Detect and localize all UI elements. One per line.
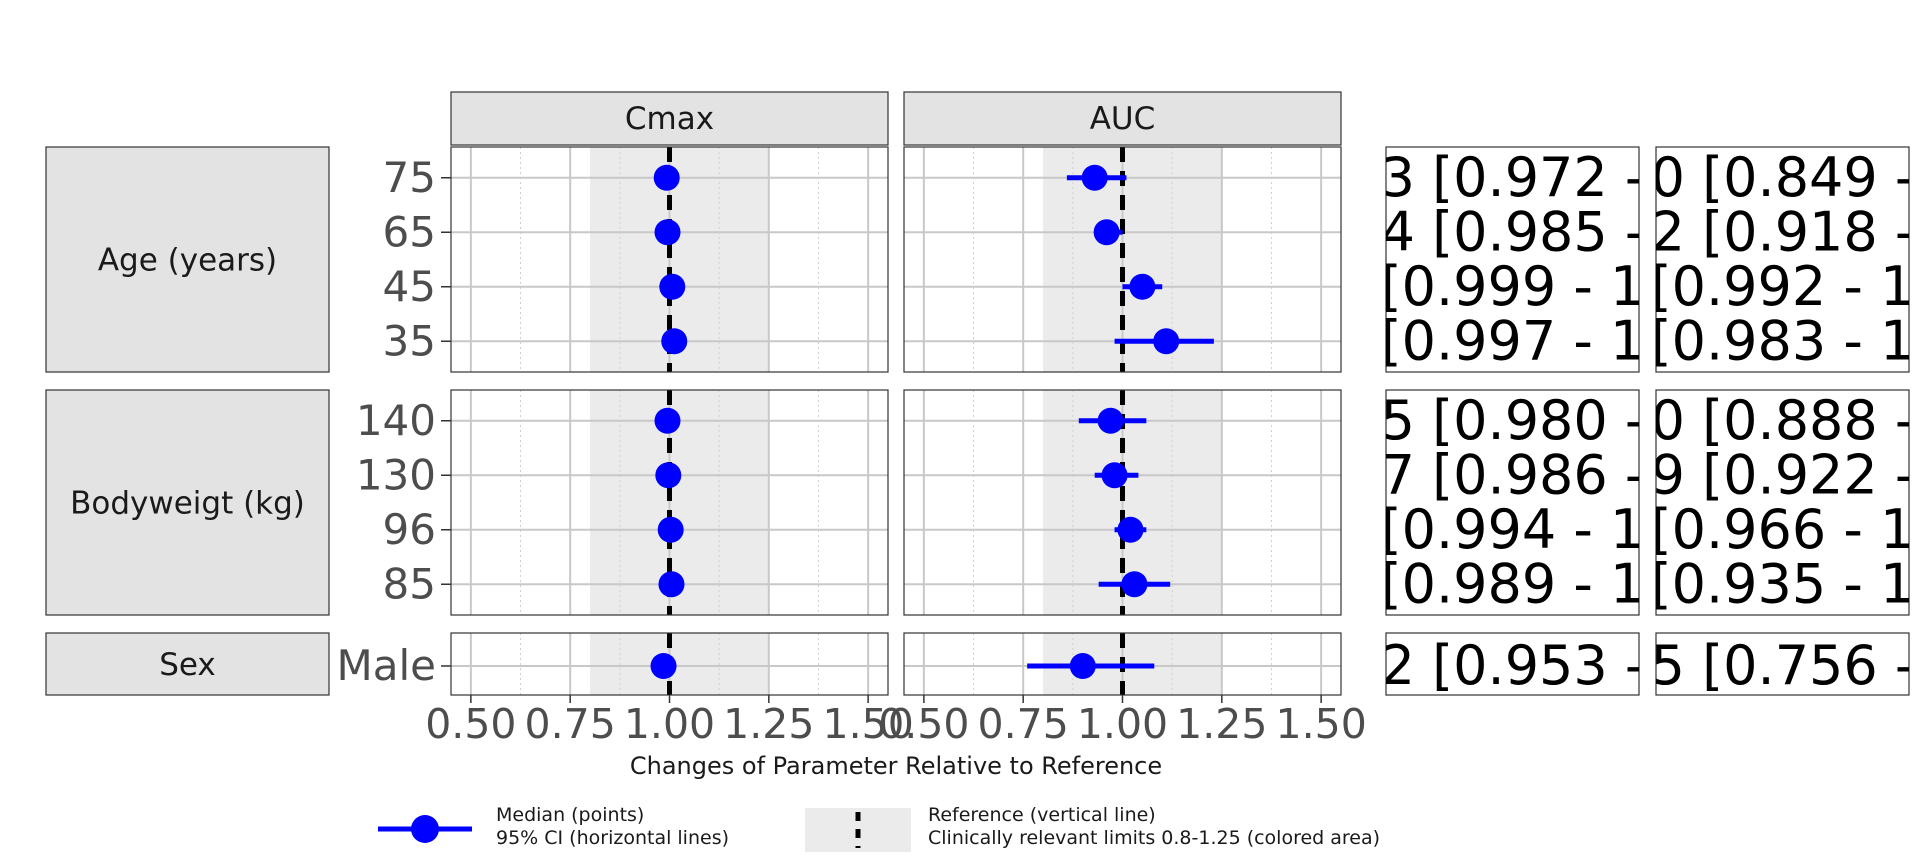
- legend-reference-label: Reference (vertical line): [928, 804, 1156, 826]
- legend-limits-label: Clinically relevant limits 0.8-1.25 (col…: [928, 827, 1381, 849]
- median-point: [1153, 328, 1180, 355]
- row-label: 96: [383, 505, 436, 554]
- table-value: [0.935 - 1: [1651, 552, 1915, 615]
- x-tick-label: 1.25: [723, 700, 814, 748]
- table-cell-box: [1655, 389, 1910, 616]
- x-axis-title: Changes of Parameter Relative to Referen…: [630, 752, 1162, 780]
- table-value: [0.989 - 1: [1381, 552, 1645, 615]
- legend-point-key: [378, 815, 472, 843]
- row-label: 130: [356, 450, 436, 499]
- table-value: [0.994 - 1: [1381, 498, 1645, 561]
- panel-border: [903, 389, 1342, 616]
- clinical-limits-band: [1043, 147, 1222, 372]
- table-value: [0.992 - 1: [1651, 255, 1915, 318]
- legend-reference-key: [805, 808, 911, 852]
- median-point: [1097, 407, 1124, 434]
- panel-border: [903, 146, 1342, 373]
- median-point: [650, 653, 677, 679]
- table-value: [0.999 - 1: [1381, 255, 1645, 318]
- clinical-limits-band: [590, 633, 769, 695]
- median-point: [1101, 462, 1128, 489]
- median-point: [658, 571, 685, 598]
- median-point: [661, 328, 688, 355]
- facet-label: Sex: [159, 647, 216, 683]
- row-label: 45: [383, 262, 436, 311]
- x-tick-label: 1.50: [822, 700, 913, 748]
- table-value: 0 [0.849 -: [1651, 146, 1915, 209]
- table-cell-box: [1385, 632, 1640, 696]
- panel-title-cmax: Cmax: [625, 101, 714, 137]
- table-value: 7 [0.986 -: [1381, 443, 1645, 506]
- row-label: Male: [337, 641, 436, 690]
- median-point: [1093, 219, 1120, 246]
- median-point: [1129, 273, 1156, 300]
- median-point: [653, 164, 680, 191]
- x-tick-label: 0.75: [525, 700, 616, 748]
- panel-strip-auc: [903, 91, 1342, 146]
- facet-label: Bodyweigt (kg): [70, 486, 305, 522]
- row-label: 35: [383, 316, 436, 365]
- legend-median-label: Median (points): [496, 804, 645, 826]
- x-tick-label: 0.50: [878, 700, 969, 748]
- median-point: [1081, 164, 1108, 191]
- x-tick-label: 0.50: [425, 700, 516, 748]
- panel-strip-cmax: [450, 91, 889, 146]
- panel-border: [450, 389, 889, 616]
- median-point: [659, 273, 686, 300]
- table-value: 5 [0.756 -: [1651, 634, 1915, 697]
- table-value: 2 [0.918 -: [1651, 200, 1915, 263]
- table-value: 2 [0.953 -: [1381, 634, 1645, 697]
- table-value: 3 [0.972 -: [1381, 146, 1645, 209]
- table-cell-box: [1655, 146, 1910, 373]
- facet-label: Age (years): [98, 243, 277, 279]
- x-tick-label: 1.00: [1077, 700, 1168, 748]
- x-tick-label: 0.75: [978, 700, 1069, 748]
- table-value: 9 [0.922 -: [1651, 443, 1915, 506]
- table-value: [0.997 - 1: [1381, 309, 1645, 372]
- x-tick-label: 1.00: [624, 700, 715, 748]
- row-label: 85: [383, 559, 436, 608]
- legend-reference-text: Reference (vertical line) Clinically rel…: [928, 804, 1380, 850]
- x-tick-label: 1.50: [1275, 700, 1366, 748]
- table-value: 0 [0.888 -: [1651, 389, 1915, 452]
- table-cell-box: [1385, 389, 1640, 616]
- median-point: [655, 462, 682, 489]
- median-point: [1069, 653, 1096, 679]
- row-label: 75: [383, 153, 436, 202]
- median-point: [654, 219, 681, 246]
- table-value: [0.983 - 1: [1651, 309, 1915, 372]
- table-value: 4 [0.985 -: [1381, 200, 1645, 263]
- table-cell-box: [1385, 146, 1640, 373]
- table-value: [0.966 - 1: [1651, 498, 1915, 561]
- facet-strip: [45, 146, 330, 373]
- median-point: [1121, 571, 1148, 598]
- panel-title-auc: AUC: [1090, 101, 1156, 137]
- median-point: [654, 407, 681, 434]
- table-cell-box: [1655, 632, 1910, 696]
- x-tick-label: 1.25: [1176, 700, 1267, 748]
- median-point: [1117, 516, 1144, 543]
- legend-ci-label: 95% CI (horizontal lines): [496, 827, 730, 849]
- facet-strip: [45, 632, 330, 696]
- facet-strip: [45, 389, 330, 616]
- panel-border: [450, 146, 889, 373]
- median-point: [657, 516, 684, 543]
- table-value: 5 [0.980 -: [1381, 389, 1645, 452]
- row-label: 140: [356, 396, 436, 445]
- row-label: 65: [383, 207, 436, 256]
- legend-point-text: Median (points) 95% CI (horizontal lines…: [496, 804, 729, 850]
